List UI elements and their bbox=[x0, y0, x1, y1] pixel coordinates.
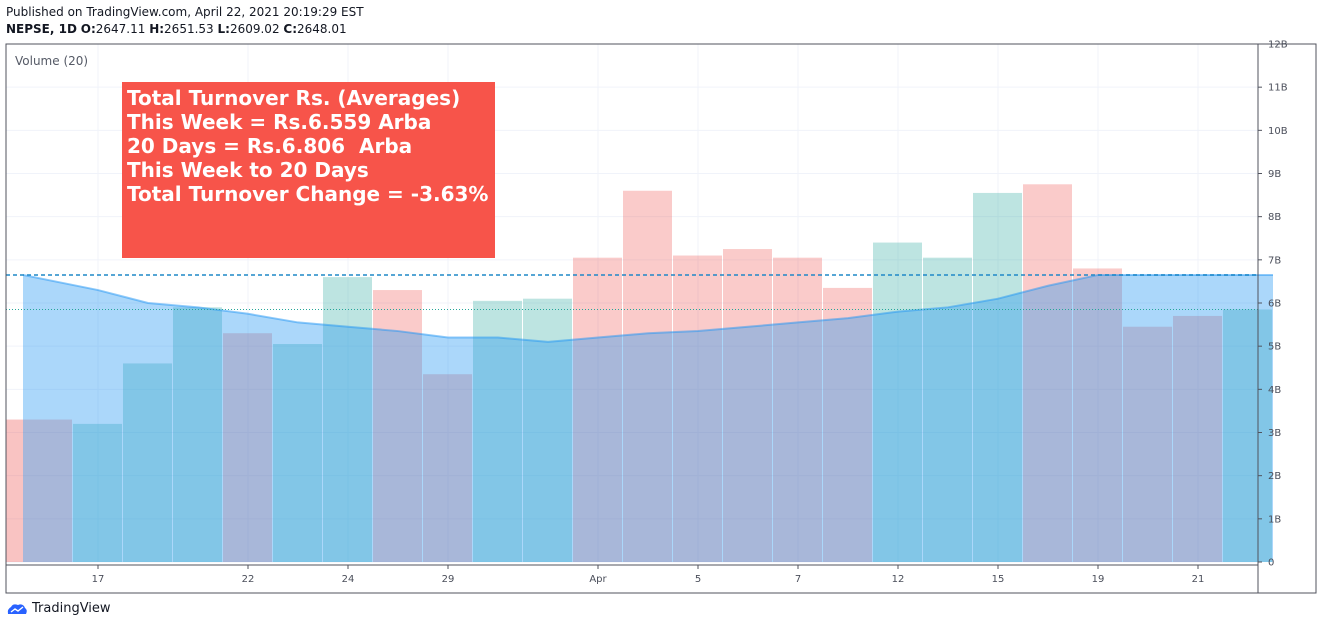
volume-ma-line bbox=[22, 273, 1273, 343]
volume-bar bbox=[123, 363, 172, 562]
y-tick-label: 9B bbox=[1268, 169, 1281, 180]
indicator-label: Volume (20) bbox=[15, 54, 88, 68]
high-label: H: bbox=[149, 22, 165, 36]
x-tick-label: 24 bbox=[342, 574, 355, 585]
open-value: 2647.11 bbox=[95, 22, 146, 36]
x-tick-label: 15 bbox=[992, 574, 1005, 585]
y-tick-label: 11B bbox=[1268, 83, 1288, 94]
y-tick-label: 2B bbox=[1268, 471, 1281, 482]
low-label: L: bbox=[217, 22, 230, 36]
chart-border bbox=[5, 43, 1317, 594]
annotation-line-3: This Week = Rs.6.559 Arba bbox=[127, 110, 432, 134]
volume-bar bbox=[1123, 326, 1172, 562]
y-tick-label: 4B bbox=[1268, 385, 1281, 396]
volume-bar bbox=[223, 333, 272, 562]
volume-bar bbox=[1023, 184, 1072, 562]
annotation-line-4: 20 Days = Rs.6.806 Arba bbox=[127, 134, 413, 158]
y-tick-label: 7B bbox=[1268, 255, 1281, 266]
y-tick-label: 5B bbox=[1268, 342, 1281, 353]
volume-bar bbox=[173, 307, 222, 562]
volume-bar bbox=[6, 419, 23, 562]
x-tick-label: 5 bbox=[695, 574, 701, 585]
volume-bar bbox=[23, 419, 72, 562]
volume-bar bbox=[873, 242, 922, 563]
x-tick-label: 12 bbox=[892, 574, 905, 585]
volume-bars bbox=[6, 184, 1272, 563]
x-tick-label: 19 bbox=[1092, 574, 1105, 585]
brand-label: TradingView bbox=[32, 601, 111, 616]
annotation-line-6: This Week to 20 Days bbox=[127, 158, 369, 182]
x-tick-label: 7 bbox=[795, 574, 801, 585]
y-tick-label: 8B bbox=[1268, 212, 1281, 223]
volume-bar bbox=[823, 287, 872, 562]
ohlc-line: NEPSE, 1D O:2647.11 H:2651.53 L:2609.02 … bbox=[6, 21, 347, 37]
volume-bar bbox=[1073, 268, 1122, 562]
x-tick-label: Apr bbox=[589, 574, 607, 585]
symbol-label: NEPSE, 1D bbox=[6, 22, 77, 36]
volume-bar bbox=[723, 249, 772, 562]
y-tick-label: 0 bbox=[1268, 558, 1274, 569]
volume-bar bbox=[573, 257, 622, 562]
volume-bar bbox=[773, 257, 822, 562]
y-tick-label: 6B bbox=[1268, 299, 1281, 310]
annotation-line-7: Total Turnover Change = -3.63% bbox=[127, 182, 489, 206]
x-axis: 17 22 24 29 Apr 5 7 12 15 19 21 bbox=[92, 565, 1205, 585]
turnover-annotation[interactable]: Total Turnover Rs. (Averages) This Week … bbox=[122, 82, 495, 258]
tradingview-brand[interactable]: TradingView bbox=[6, 601, 111, 616]
y-tick-label: 3B bbox=[1268, 428, 1281, 439]
volume-bar bbox=[1173, 315, 1222, 562]
volume-bar bbox=[973, 192, 1022, 563]
published-line: Published on TradingView.com, April 22, … bbox=[6, 5, 364, 19]
low-value: 2609.02 bbox=[229, 22, 280, 36]
volume-ma-area bbox=[23, 274, 1273, 562]
open-label: O: bbox=[80, 22, 96, 36]
volume-bar bbox=[473, 300, 522, 562]
y-axis: 0 1B 2B 3B 4B 5B 6B 7B 8B 9B 10B 11B 12B bbox=[1258, 40, 1288, 569]
close-label: C: bbox=[283, 22, 298, 36]
x-tick-label: 22 bbox=[242, 574, 255, 585]
y-tick-label: 12B bbox=[1268, 40, 1288, 51]
horizontal-lines bbox=[6, 274, 1258, 310]
chart-frame bbox=[5, 43, 1317, 594]
volume-bar bbox=[73, 423, 122, 562]
tradingview-logo-icon bbox=[7, 603, 27, 614]
high-value: 2651.53 bbox=[164, 22, 214, 36]
y-tick-label: 1B bbox=[1268, 514, 1281, 525]
annotation-line-1: Total Turnover Rs. (Averages) bbox=[127, 86, 461, 110]
volume-bar bbox=[373, 290, 422, 562]
close-value: 2648.01 bbox=[297, 22, 347, 36]
y-tick-label: 10B bbox=[1268, 126, 1288, 137]
volume-bar bbox=[273, 344, 322, 562]
volume-bar bbox=[1223, 309, 1272, 562]
volume-bar bbox=[423, 374, 472, 562]
volume-bar bbox=[673, 255, 722, 562]
x-tick-label: 17 bbox=[92, 574, 105, 585]
volume-bar bbox=[623, 190, 672, 562]
x-tick-label: 21 bbox=[1192, 574, 1205, 585]
x-tick-label: 29 bbox=[442, 574, 455, 585]
